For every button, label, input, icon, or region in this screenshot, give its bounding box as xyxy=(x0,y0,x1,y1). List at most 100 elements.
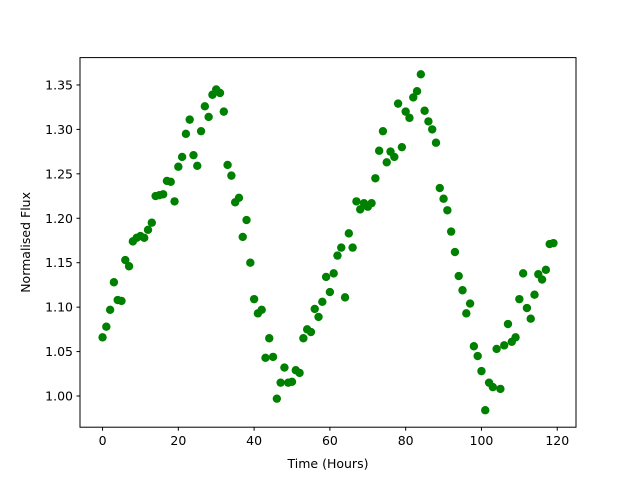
point xyxy=(234,193,244,203)
x-tick-label: 0 xyxy=(99,433,107,448)
point xyxy=(321,272,331,282)
point xyxy=(102,322,111,331)
point xyxy=(158,190,168,199)
point xyxy=(450,247,460,257)
point xyxy=(314,312,323,322)
point xyxy=(200,102,210,111)
point xyxy=(310,304,319,314)
point xyxy=(409,93,418,102)
point xyxy=(170,197,179,206)
point xyxy=(174,162,183,171)
y-tick-label: 1.15 xyxy=(45,255,73,270)
point xyxy=(458,286,467,295)
x-tick-label: 60 xyxy=(322,433,338,448)
point xyxy=(420,106,429,115)
point xyxy=(185,115,194,124)
point xyxy=(522,303,532,313)
point xyxy=(333,251,342,260)
point xyxy=(147,218,157,227)
point xyxy=(530,290,539,299)
point xyxy=(401,107,410,116)
point xyxy=(378,126,388,136)
point xyxy=(272,394,282,403)
point xyxy=(492,344,501,354)
point xyxy=(390,152,399,162)
point xyxy=(374,146,384,155)
x-tick-label: 80 xyxy=(398,433,414,448)
point xyxy=(435,183,444,193)
point xyxy=(181,129,191,139)
point xyxy=(518,269,528,278)
point xyxy=(549,238,558,248)
point xyxy=(446,227,456,236)
point xyxy=(348,243,357,252)
point xyxy=(325,287,335,297)
point xyxy=(431,138,441,147)
y-tick-label: 1.20 xyxy=(45,211,73,226)
point xyxy=(469,342,479,351)
point xyxy=(481,406,490,415)
point xyxy=(219,107,228,116)
point xyxy=(276,378,285,387)
point xyxy=(340,293,350,302)
point xyxy=(367,198,376,208)
y-tick-label: 1.00 xyxy=(45,389,73,404)
point xyxy=(268,352,278,362)
point xyxy=(204,112,213,122)
y-tick-label: 1.35 xyxy=(45,77,73,92)
point xyxy=(143,225,153,235)
y-tick-label: 1.30 xyxy=(45,122,73,137)
point xyxy=(352,197,361,206)
point xyxy=(121,255,130,265)
point xyxy=(488,382,498,392)
point xyxy=(249,294,259,304)
point xyxy=(416,70,426,79)
point xyxy=(295,368,304,378)
x-tick-label: 120 xyxy=(545,433,569,448)
point xyxy=(196,126,206,136)
point xyxy=(526,314,535,323)
point xyxy=(515,294,524,304)
point xyxy=(98,333,107,342)
point xyxy=(397,142,407,152)
point xyxy=(428,125,437,134)
point xyxy=(465,299,475,308)
point xyxy=(511,333,520,342)
point xyxy=(382,158,391,167)
point xyxy=(242,215,251,225)
point xyxy=(473,351,482,361)
point xyxy=(499,341,509,350)
point xyxy=(140,233,149,243)
point xyxy=(356,205,365,214)
point xyxy=(371,174,380,183)
x-tick-label: 40 xyxy=(246,433,262,448)
point xyxy=(105,305,115,315)
point xyxy=(477,366,486,376)
plot-area xyxy=(80,57,576,428)
point xyxy=(287,377,297,386)
point xyxy=(393,99,403,108)
point xyxy=(261,353,270,362)
point xyxy=(503,319,513,329)
point xyxy=(454,271,463,281)
x-tick-label: 100 xyxy=(470,433,494,448)
point xyxy=(166,177,175,187)
point xyxy=(223,160,232,170)
point xyxy=(227,171,236,180)
point xyxy=(280,363,289,372)
point xyxy=(443,206,452,215)
point xyxy=(109,278,119,287)
point xyxy=(344,229,354,238)
point xyxy=(299,334,308,343)
x-tick-label: 20 xyxy=(170,433,186,448)
point xyxy=(124,262,134,271)
x-axis-label: Time (Hours) xyxy=(287,456,369,471)
point xyxy=(117,296,126,306)
axes-frame xyxy=(79,57,577,428)
point xyxy=(329,269,338,278)
point xyxy=(424,117,433,126)
point xyxy=(541,265,551,275)
y-tick-label: 1.25 xyxy=(45,166,73,181)
point xyxy=(318,297,327,307)
